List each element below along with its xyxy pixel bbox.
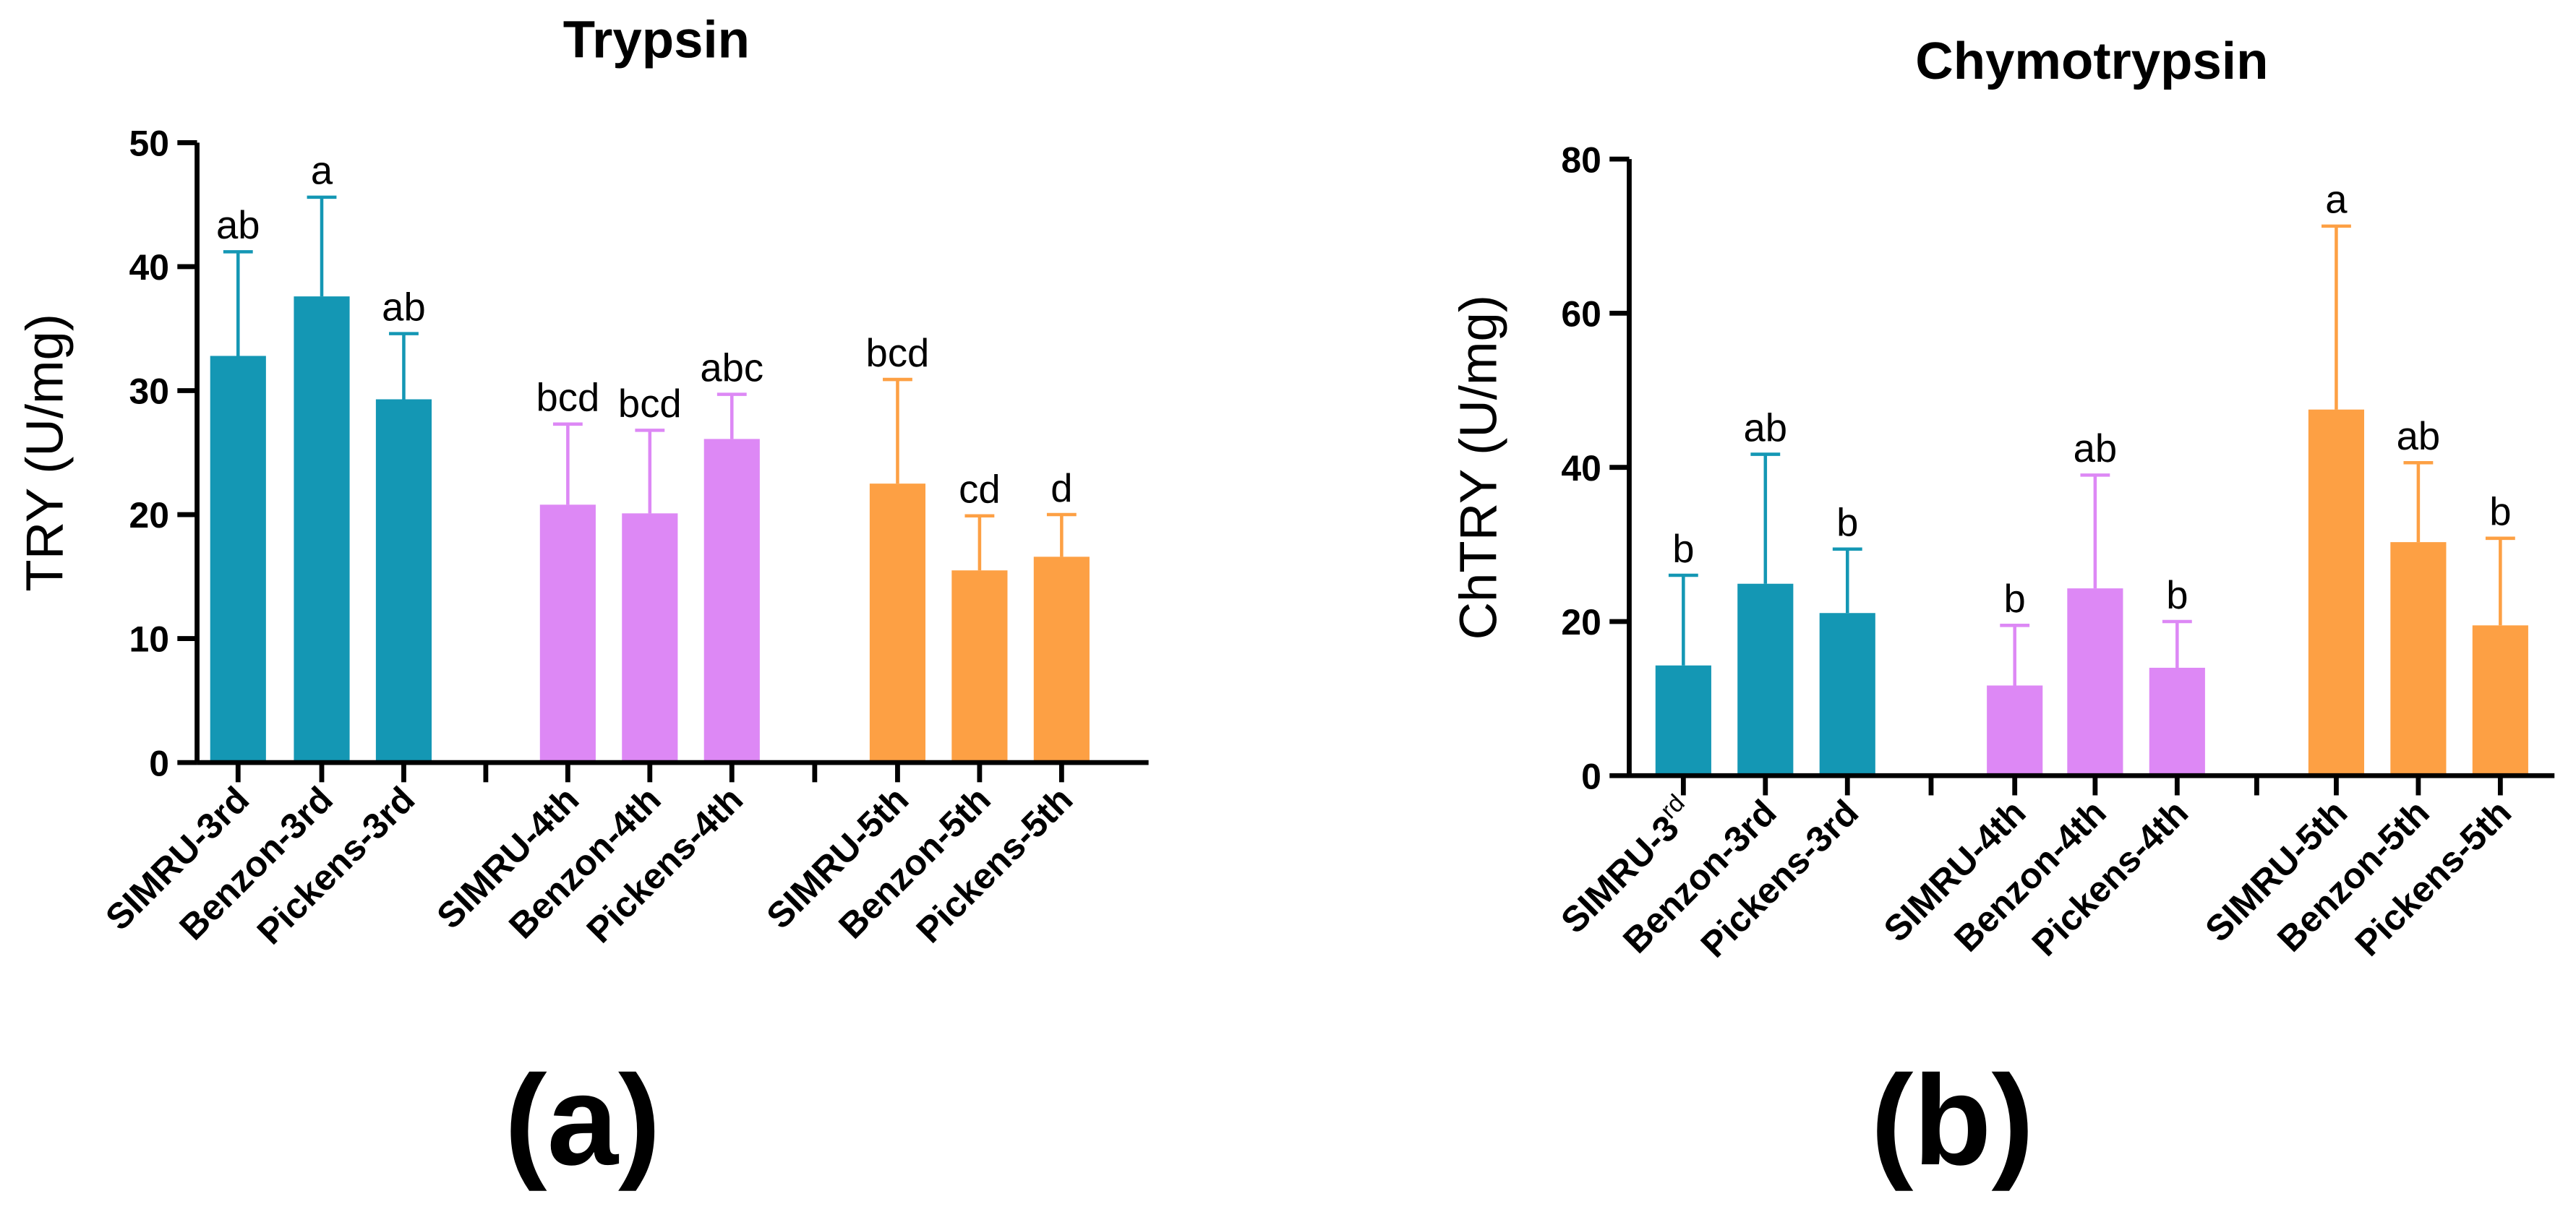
chart-title: Chymotrypsin — [1915, 32, 2268, 90]
bar — [2149, 667, 2205, 776]
significance-label: b — [2489, 490, 2511, 534]
bar — [951, 570, 1008, 763]
y-tick-label: 80 — [1561, 139, 1601, 180]
significance-label: bcd — [536, 376, 599, 420]
significance-label: ab — [216, 203, 260, 247]
bar — [622, 513, 678, 763]
y-tick-label: 10 — [129, 619, 169, 660]
bar — [539, 504, 596, 763]
y-tick-label: 40 — [1561, 448, 1601, 489]
chart-title: Trypsin — [563, 10, 750, 69]
significance-label: abc — [700, 345, 763, 390]
significance-label: a — [311, 149, 333, 193]
bar — [294, 296, 350, 763]
bar — [703, 439, 760, 763]
bar — [1737, 583, 1794, 776]
significance-label: bcd — [866, 331, 930, 375]
panel-label: (a) — [505, 1049, 661, 1192]
y-tick-label: 40 — [129, 247, 169, 288]
bar — [869, 483, 926, 763]
bar — [375, 399, 432, 763]
y-tick-label: 60 — [1561, 294, 1601, 335]
significance-label: b — [1672, 527, 1694, 571]
bar — [2067, 588, 2123, 776]
significance-label: b — [2166, 573, 2188, 617]
bar — [1033, 556, 1090, 763]
bar — [2472, 625, 2528, 776]
y-tick-label: 50 — [129, 124, 169, 164]
y-tick-label: 20 — [1561, 602, 1601, 642]
y-axis-label: ChTRY (U/mg) — [1450, 295, 1508, 640]
bar — [210, 356, 266, 763]
bar — [1819, 613, 1875, 776]
significance-label: bcd — [618, 382, 682, 426]
y-tick-label: 20 — [129, 495, 169, 536]
significance-label: ab — [2397, 414, 2441, 458]
significance-label: b — [2004, 577, 2026, 621]
significance-label: ab — [1744, 405, 1788, 450]
significance-label: cd — [959, 468, 1001, 512]
significance-label: a — [2325, 178, 2348, 222]
panel-label: (b) — [1870, 1049, 2034, 1192]
bar — [2308, 409, 2365, 776]
significance-label: ab — [2074, 426, 2118, 470]
y-tick-label: 0 — [149, 743, 169, 783]
bar — [2390, 542, 2447, 776]
y-tick-label: 0 — [1581, 756, 1601, 796]
y-axis-label: TRY (U/mg) — [16, 314, 74, 592]
significance-label: b — [1836, 501, 1858, 545]
bar — [1987, 685, 2043, 776]
significance-label: ab — [382, 285, 426, 329]
bar — [1655, 665, 1711, 776]
significance-label: d — [1050, 466, 1072, 510]
y-tick-label: 30 — [129, 371, 169, 412]
